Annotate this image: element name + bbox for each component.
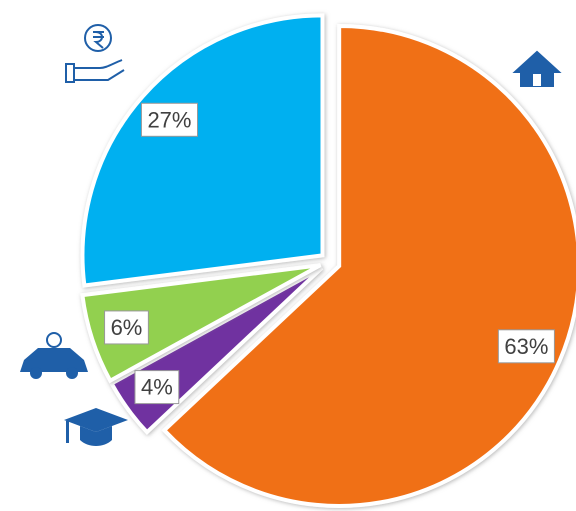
money-hand-icon bbox=[65, 24, 125, 83]
data-label: 27% bbox=[147, 107, 191, 132]
data-label: 63% bbox=[504, 334, 548, 359]
label-box bbox=[140, 102, 198, 137]
label-box bbox=[497, 329, 555, 364]
slice bbox=[161, 23, 576, 508]
slice bbox=[80, 263, 322, 384]
label-box bbox=[104, 310, 149, 345]
data-label: 6% bbox=[111, 315, 143, 340]
labels: 63% 4% 6% 27% bbox=[104, 102, 555, 405]
pie bbox=[80, 13, 576, 508]
data-label: 4% bbox=[141, 375, 173, 400]
car-icon bbox=[20, 332, 88, 379]
label-box bbox=[134, 370, 180, 405]
house-icon bbox=[512, 50, 562, 87]
cap-icon bbox=[64, 408, 128, 446]
slice bbox=[80, 13, 325, 288]
